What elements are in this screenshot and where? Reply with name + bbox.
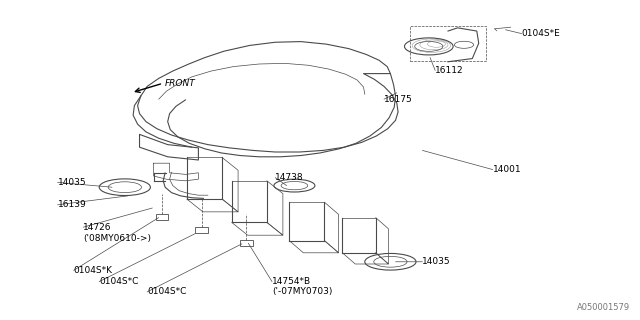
Text: 0104S*C: 0104S*C: [147, 287, 187, 296]
Bar: [240, 240, 253, 246]
Text: ('-07MY0703): ('-07MY0703): [272, 287, 332, 296]
Text: 14035: 14035: [422, 257, 451, 266]
Text: 0104S*C: 0104S*C: [99, 277, 139, 286]
Text: 14001: 14001: [493, 165, 522, 174]
Text: 16175: 16175: [384, 95, 413, 104]
Text: 0104S*K: 0104S*K: [74, 266, 113, 275]
Text: ('08MY0610->): ('08MY0610->): [83, 234, 151, 243]
Text: 0104S*E: 0104S*E: [522, 29, 561, 38]
Text: 16139: 16139: [58, 200, 86, 209]
Text: 14035: 14035: [58, 178, 86, 187]
Text: 14726: 14726: [83, 223, 112, 232]
Text: 14738: 14738: [275, 173, 304, 182]
Text: 14754*B: 14754*B: [272, 277, 311, 286]
Text: 16112: 16112: [435, 66, 464, 75]
Bar: [156, 214, 168, 220]
Text: FRONT: FRONT: [165, 79, 196, 88]
Bar: [195, 227, 208, 233]
Text: A050001579: A050001579: [577, 303, 630, 312]
